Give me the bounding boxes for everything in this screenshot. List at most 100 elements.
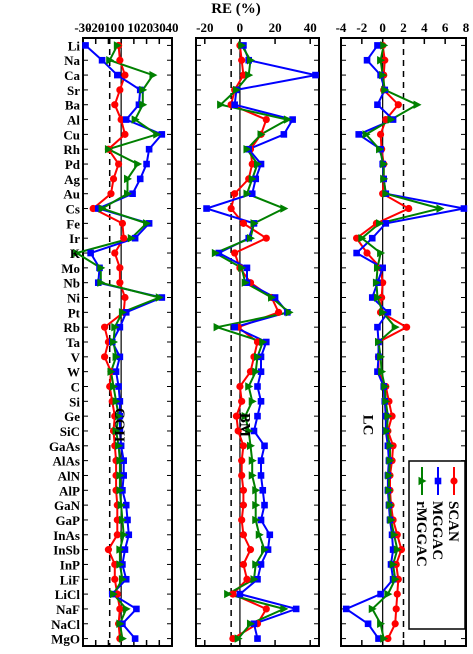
data-point-rmggac (155, 293, 164, 302)
category-label: K (70, 246, 81, 261)
panel-label: BM (236, 413, 252, 437)
data-point-rmggac (107, 367, 116, 376)
data-point-rmggac (268, 293, 277, 302)
legend-label-scan: SCAN (445, 501, 461, 542)
category-label: Ir (69, 231, 80, 246)
data-point-rmggac (98, 204, 107, 213)
data-point-rmggac (113, 41, 122, 50)
data-point-scan (116, 279, 124, 287)
data-point-mggac (364, 620, 372, 628)
data-point-rmggac (382, 397, 391, 406)
data-point-rmggac (380, 159, 389, 169)
data-point-rmggac (380, 634, 389, 643)
chart-title: RE (%) (211, 1, 261, 17)
data-point-mggac (257, 516, 265, 524)
data-point-rmggac (248, 471, 257, 480)
panel-label: LC (360, 415, 376, 436)
data-point-rmggac (393, 545, 402, 554)
data-point-rmggac (241, 411, 250, 421)
data-point-scan (111, 249, 119, 257)
data-point-rmggac (380, 174, 389, 184)
data-point-mggac (133, 605, 140, 613)
category-label: Nb (63, 276, 80, 291)
data-point-scan (262, 115, 270, 124)
data-point-mggac (292, 605, 300, 613)
data-point-rmggac (436, 204, 445, 213)
category-label: Ge (64, 409, 80, 424)
data-point-rmggac (379, 70, 388, 80)
data-point-rmggac (377, 248, 386, 258)
data-point-rmggac (379, 308, 388, 317)
data-point-scan (116, 264, 124, 272)
category-label: Cs (66, 202, 80, 217)
data-point-scan (121, 71, 129, 79)
data-point-mggac (261, 501, 268, 509)
data-point-scan (262, 605, 270, 613)
data-point-mggac (231, 323, 238, 331)
data-point-scan (116, 86, 124, 94)
data-point-rmggac (283, 115, 292, 124)
data-point-rmggac (153, 130, 162, 139)
data-point-rmggac (387, 515, 396, 525)
data-point-scan (405, 204, 413, 213)
data-point-scan (376, 130, 385, 138)
data-point-rmggac (385, 486, 394, 495)
data-point-rmggac (97, 278, 106, 287)
category-label: MgO (51, 632, 80, 647)
data-point-rmggac (386, 456, 395, 465)
data-point-scan (111, 101, 119, 109)
data-point-scan (231, 249, 239, 257)
x-tick-label: 0 (237, 20, 244, 35)
category-label: LiF (60, 572, 80, 587)
data-point-rmggac (116, 486, 125, 495)
data-point-mggac (236, 590, 244, 598)
category-label: InAs (53, 528, 80, 543)
category-label: GaAs (49, 439, 80, 454)
data-point-rmggac (378, 367, 387, 376)
data-point-rmggac (139, 100, 148, 109)
category-label: GaP (55, 513, 80, 528)
data-point-scan (118, 219, 127, 227)
data-point-scan (229, 590, 237, 598)
category-label: Pd (65, 157, 81, 172)
data-point-rmggac (252, 515, 261, 525)
data-point-rmggac (120, 530, 129, 539)
data-point-rmggac (127, 233, 136, 243)
data-point-rmggac (246, 56, 255, 65)
data-point-scan (236, 382, 244, 391)
data-point-rmggac (368, 604, 377, 614)
data-point-rmggac (386, 500, 395, 510)
x-tick-label: -4 (336, 20, 347, 35)
x-tick-label: 2 (400, 20, 407, 35)
data-point-rmggac (110, 589, 119, 599)
data-point-rmggac (110, 337, 119, 347)
data-point-mggac (261, 442, 268, 450)
data-point-rmggac (139, 85, 148, 95)
data-point-scan (391, 620, 399, 628)
data-point-mggac (125, 531, 133, 539)
legend-marker-mggac (434, 477, 442, 485)
data-point-rmggac (373, 263, 382, 273)
data-point-rmggac (384, 411, 393, 421)
data-point-rmggac (280, 204, 289, 213)
x-tick-label: 20 (269, 20, 282, 35)
data-point-mggac (254, 383, 261, 390)
data-point-rmggac (391, 322, 400, 332)
data-point-scan (239, 531, 248, 539)
data-point-rmggac (111, 322, 120, 332)
category-label: Sr (67, 83, 80, 98)
data-point-rmggac (372, 278, 381, 287)
data-point-mggac (136, 175, 144, 183)
data-point-mggac (143, 160, 150, 168)
data-point-scan (379, 279, 387, 287)
data-point-mggac (374, 101, 381, 109)
data-point-rmggac (376, 145, 385, 154)
data-point-mggac (115, 383, 122, 390)
data-point-mggac (129, 190, 136, 198)
data-point-scan (116, 605, 124, 613)
data-point-rmggac (118, 575, 127, 584)
data-point-scan (239, 219, 248, 227)
data-point-rmggac (117, 500, 126, 510)
data-point-rmggac (143, 219, 152, 228)
data-point-rmggac (112, 352, 121, 362)
